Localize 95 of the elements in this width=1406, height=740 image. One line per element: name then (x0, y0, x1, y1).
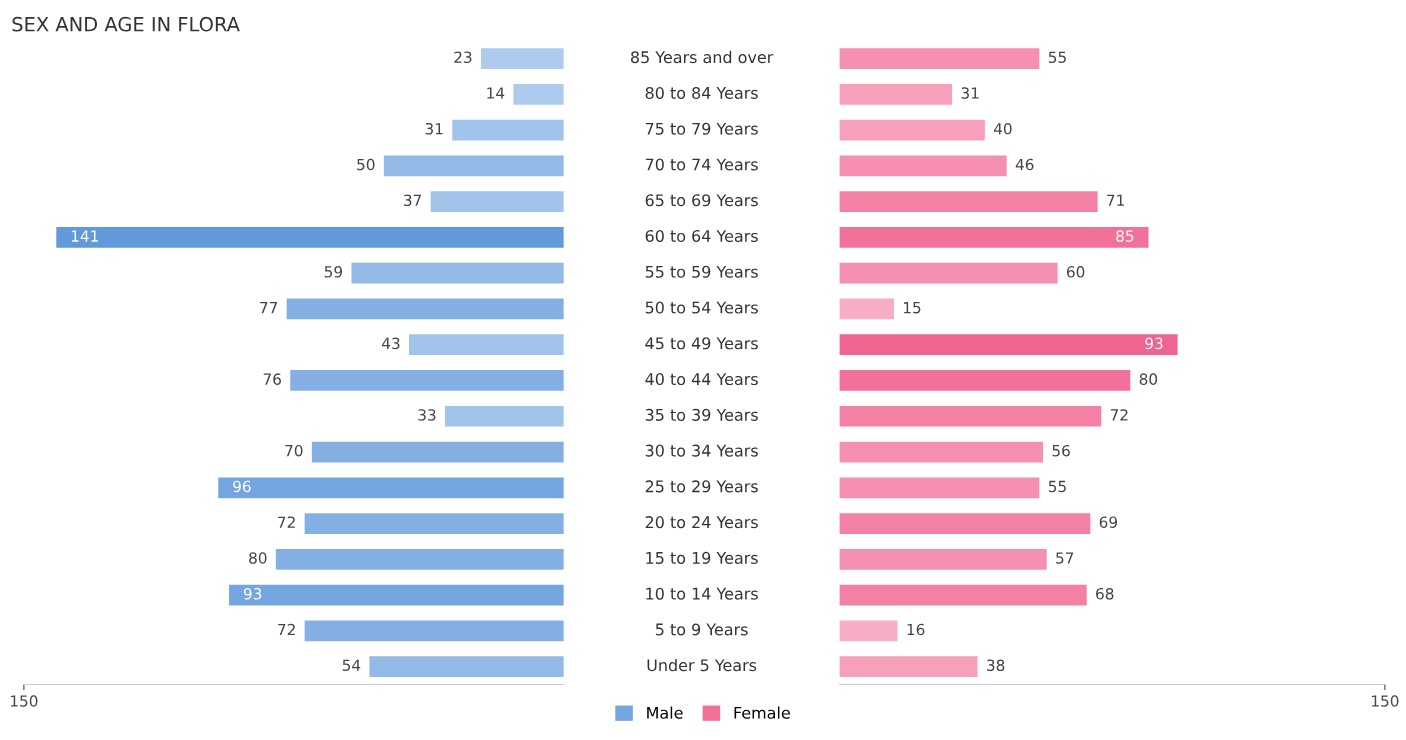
bar (275, 548, 564, 570)
data-label: 76 (263, 373, 281, 385)
bar (839, 119, 985, 141)
bar (286, 298, 564, 320)
bar (481, 48, 564, 69)
bar (304, 620, 564, 642)
bar (839, 513, 1091, 534)
data-label: 31 (961, 87, 979, 99)
bar (839, 584, 1087, 606)
legend-label: Female (734, 706, 790, 719)
bar (369, 656, 564, 677)
bar (839, 83, 953, 105)
data-label: 93 (1145, 337, 1163, 350)
y-tick-label: 60 to 64 Years (645, 229, 758, 243)
bar (311, 441, 564, 463)
bar (383, 155, 564, 177)
y-tick-label: 45 to 49 Years (645, 337, 758, 350)
data-label: 77 (260, 302, 278, 314)
data-label: 80 (249, 552, 267, 564)
bar (304, 513, 564, 534)
y-tick-label: Under 5 Years (647, 658, 757, 672)
y-tick-label: 15 to 19 Years (646, 551, 758, 564)
y-tick-label: 35 to 39 Years (645, 408, 758, 421)
bar (229, 584, 564, 606)
bar (430, 191, 564, 213)
data-label: 141 (71, 230, 98, 242)
bar (839, 477, 1040, 499)
bar (839, 191, 1098, 213)
data-label: 55 (1048, 51, 1066, 64)
data-label: 43 (382, 337, 400, 350)
bar (839, 656, 978, 677)
bar (839, 405, 1102, 427)
y-tick-label: 40 to 44 Years (645, 373, 758, 386)
data-label: 15 (903, 302, 921, 314)
data-label: 56 (1052, 444, 1070, 457)
data-label: 96 (233, 480, 251, 493)
bar (409, 334, 564, 356)
y-tick-label: 10 to 14 Years (646, 587, 758, 600)
bar (56, 227, 564, 248)
y-tick-label: 25 to 29 Years (645, 480, 758, 493)
y-tick-label: 50 to 54 Years (645, 301, 758, 314)
bar (839, 370, 1131, 391)
bar (839, 620, 898, 642)
bar (839, 48, 1040, 69)
data-label: 85 (1116, 230, 1134, 242)
bar (218, 477, 564, 499)
data-label: 71 (1107, 194, 1124, 206)
bar (839, 262, 1058, 284)
y-tick-label: 85 Years and over (630, 50, 774, 64)
data-label: 69 (1099, 516, 1118, 528)
data-label: 72 (1110, 409, 1128, 421)
data-label: 23 (454, 51, 472, 64)
bar (513, 83, 564, 105)
bar (445, 405, 564, 427)
data-label: 33 (418, 409, 436, 421)
y-tick-label: 30 to 34 Years (645, 444, 758, 457)
data-label: 60 (1066, 266, 1085, 278)
data-label: 59 (324, 266, 343, 278)
data-label: 50 (357, 158, 375, 171)
data-label: 14 (487, 87, 505, 99)
y-tick-label: 20 to 24 Years (645, 516, 758, 529)
bar (351, 262, 564, 284)
x-tick-label: 150 (1372, 695, 1399, 707)
bar (290, 370, 564, 391)
bar (839, 334, 1178, 356)
y-tick-label: 75 to 79 Years (645, 122, 758, 135)
data-label: 16 (907, 623, 925, 636)
data-label: 57 (1056, 552, 1074, 564)
data-label: 72 (278, 516, 295, 528)
bar (839, 441, 1044, 463)
y-tick-label: 70 to 74 Years (645, 158, 758, 171)
bar (839, 227, 1149, 248)
y-tick-label: 5 to 9 Years (655, 623, 748, 636)
data-label: 72 (278, 623, 295, 636)
y-tick-label: 80 to 84 Years (645, 86, 758, 99)
x-tick-label: 150 (11, 695, 38, 707)
bar (839, 155, 1007, 177)
bar (839, 548, 1047, 570)
data-label: 46 (1015, 158, 1034, 171)
bar (452, 119, 564, 141)
data-label: 38 (987, 659, 1005, 672)
data-label: 70 (285, 444, 303, 457)
data-label: 37 (404, 194, 421, 207)
data-label: 55 (1048, 480, 1066, 493)
y-tick-label: 55 to 59 Years (645, 265, 758, 278)
bar (839, 298, 894, 320)
data-label: 93 (243, 587, 262, 600)
data-label: 31 (425, 122, 443, 135)
data-label: 54 (342, 659, 361, 672)
legend-label: Male (647, 706, 683, 719)
y-tick-label: 65 to 69 Years (645, 194, 758, 207)
data-label: 80 (1139, 373, 1158, 385)
data-label: 40 (993, 122, 1012, 135)
data-label: 68 (1096, 587, 1114, 600)
chart-title: SEX AND AGE IN FLORA (12, 16, 240, 32)
